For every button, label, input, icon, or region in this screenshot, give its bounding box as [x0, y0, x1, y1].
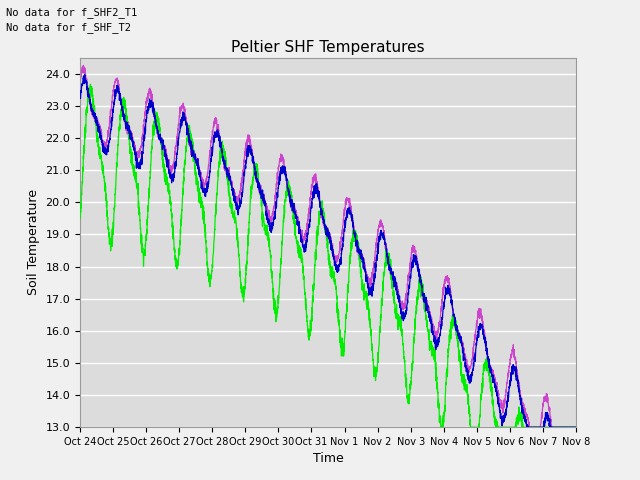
- pSHF_T4: [563, 424, 570, 430]
- pSHF_T3: [133, 182, 141, 188]
- pSHF_T4: [266, 228, 274, 233]
- pSHF_T3: [437, 424, 445, 430]
- pSHF_T5: [563, 424, 570, 430]
- X-axis label: Time: Time: [312, 453, 344, 466]
- Line: pSHF_T5: pSHF_T5: [80, 65, 576, 427]
- pSHF_T3: [86, 81, 94, 87]
- Line: pSHF_T3: pSHF_T3: [80, 84, 576, 427]
- pSHF_T5: [76, 82, 84, 87]
- pSHF_T3: [266, 252, 274, 258]
- Title: Peltier SHF Temperatures: Peltier SHF Temperatures: [231, 40, 425, 55]
- pSHF_T5: [133, 149, 141, 155]
- pSHF_T5: [163, 152, 170, 158]
- pSHF_T4: [572, 424, 580, 430]
- pSHF_T3: [572, 424, 580, 430]
- pSHF_T5: [525, 424, 533, 430]
- pSHF_T3: [509, 424, 517, 430]
- pSHF_T4: [288, 197, 296, 203]
- pSHF_T3: [163, 171, 170, 177]
- pSHF_T4: [133, 156, 141, 162]
- pSHF_T4: [81, 72, 88, 78]
- pSHF_T5: [572, 424, 580, 430]
- pSHF_T5: [266, 215, 274, 221]
- Line: pSHF_T4: pSHF_T4: [80, 75, 576, 427]
- Y-axis label: Soil Temperature: Soil Temperature: [27, 190, 40, 295]
- pSHF_T4: [509, 369, 517, 374]
- pSHF_T4: [76, 92, 84, 97]
- pSHF_T3: [76, 209, 84, 215]
- Text: No data for f_SHF2_T1: No data for f_SHF2_T1: [6, 7, 138, 18]
- pSHF_T4: [523, 424, 531, 430]
- pSHF_T5: [509, 349, 517, 355]
- pSHF_T5: [288, 208, 296, 214]
- Text: No data for f_SHF_T2: No data for f_SHF_T2: [6, 22, 131, 33]
- pSHF_T3: [563, 424, 570, 430]
- pSHF_T4: [163, 152, 170, 157]
- pSHF_T5: [79, 62, 87, 68]
- pSHF_T3: [288, 193, 296, 199]
